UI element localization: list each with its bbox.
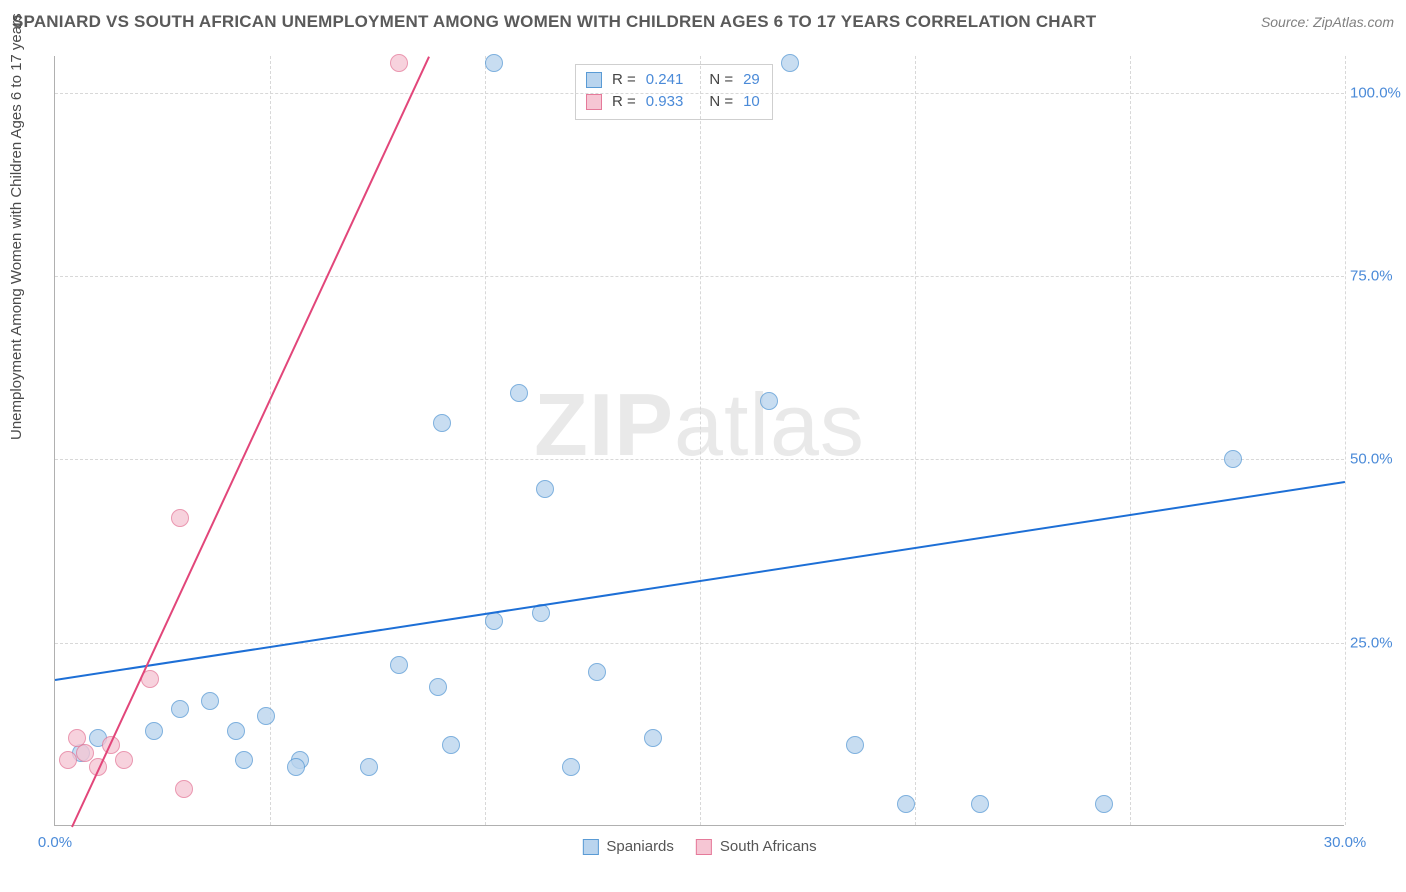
data-point bbox=[1095, 795, 1113, 813]
scatter-plot-area: ZIPatlas R = 0.241 N = 29 R = 0.933 N = … bbox=[54, 56, 1344, 826]
grid-line-vertical bbox=[915, 56, 916, 825]
data-point bbox=[897, 795, 915, 813]
legend-label-spaniards: Spaniards bbox=[606, 838, 674, 855]
data-point bbox=[227, 722, 245, 740]
data-point bbox=[235, 751, 253, 769]
data-point bbox=[433, 414, 451, 432]
source-label: Source: ZipAtlas.com bbox=[1261, 14, 1394, 30]
legend-item-spaniards: Spaniards bbox=[582, 838, 674, 855]
data-point bbox=[510, 384, 528, 402]
data-point bbox=[536, 480, 554, 498]
r-value-spaniards: 0.241 bbox=[646, 69, 684, 91]
grid-line-vertical bbox=[1130, 56, 1131, 825]
data-point bbox=[68, 729, 86, 747]
stat-row-spaniards: R = 0.241 N = 29 bbox=[586, 69, 760, 91]
data-point bbox=[588, 663, 606, 681]
n-value-spaniards: 29 bbox=[743, 69, 760, 91]
n-label: N = bbox=[709, 69, 733, 91]
data-point bbox=[175, 780, 193, 798]
swatch-south-africans bbox=[586, 94, 602, 110]
data-point bbox=[442, 736, 460, 754]
y-tick-label: 100.0% bbox=[1350, 84, 1404, 101]
r-label: R = bbox=[612, 69, 636, 91]
data-point bbox=[59, 751, 77, 769]
legend-label-south-africans: South Africans bbox=[720, 838, 817, 855]
r-label: R = bbox=[612, 91, 636, 113]
data-point bbox=[390, 54, 408, 72]
n-label: N = bbox=[709, 91, 733, 113]
legend-swatch-south-africans bbox=[696, 839, 712, 855]
data-point bbox=[1224, 450, 1242, 468]
data-point bbox=[171, 700, 189, 718]
stat-row-south-africans: R = 0.933 N = 10 bbox=[586, 91, 760, 113]
data-point bbox=[360, 758, 378, 776]
y-tick-label: 75.0% bbox=[1350, 268, 1404, 285]
legend-swatch-spaniards bbox=[582, 839, 598, 855]
n-value-south-africans: 10 bbox=[743, 91, 760, 113]
data-point bbox=[171, 509, 189, 527]
data-point bbox=[562, 758, 580, 776]
data-point bbox=[429, 678, 447, 696]
y-tick-label: 25.0% bbox=[1350, 634, 1404, 651]
data-point bbox=[287, 758, 305, 776]
x-tick-label: 30.0% bbox=[1324, 834, 1367, 851]
grid-line-vertical bbox=[485, 56, 486, 825]
y-axis-label: Unemployment Among Women with Children A… bbox=[8, 13, 25, 440]
data-point bbox=[201, 692, 219, 710]
data-point bbox=[485, 54, 503, 72]
legend-item-south-africans: South Africans bbox=[696, 838, 817, 855]
data-point bbox=[115, 751, 133, 769]
data-point bbox=[971, 795, 989, 813]
y-tick-label: 50.0% bbox=[1350, 451, 1404, 468]
data-point bbox=[760, 392, 778, 410]
trend-line bbox=[71, 57, 430, 828]
swatch-spaniards bbox=[586, 72, 602, 88]
data-point bbox=[781, 54, 799, 72]
grid-line-vertical bbox=[1345, 56, 1346, 825]
r-value-south-africans: 0.933 bbox=[646, 91, 684, 113]
series-legend: Spaniards South Africans bbox=[582, 838, 816, 855]
data-point bbox=[846, 736, 864, 754]
data-point bbox=[644, 729, 662, 747]
data-point bbox=[257, 707, 275, 725]
chart-title: SPANIARD VS SOUTH AFRICAN UNEMPLOYMENT A… bbox=[12, 12, 1096, 32]
data-point bbox=[390, 656, 408, 674]
data-point bbox=[145, 722, 163, 740]
x-tick-label: 0.0% bbox=[38, 834, 72, 851]
grid-line-vertical bbox=[700, 56, 701, 825]
